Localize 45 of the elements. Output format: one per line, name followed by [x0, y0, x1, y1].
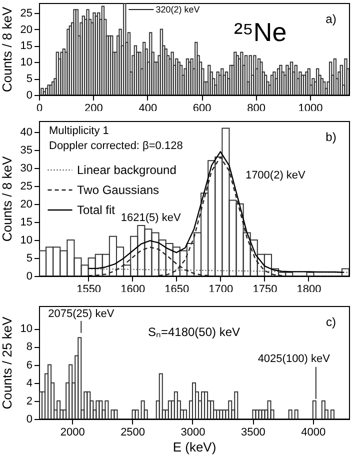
- y-tick-label: 40: [20, 126, 32, 138]
- annotation: c): [326, 315, 336, 329]
- y-tick-label: 35: [20, 144, 32, 156]
- legend-label: Two Gaussians: [77, 183, 160, 197]
- annotation: 1700(2) keV: [245, 170, 306, 182]
- annotation: Doppler corrected: β=0.128: [49, 140, 183, 152]
- y-tick-label: 5: [26, 252, 32, 264]
- annotation: Sₙ=4180(50) keV: [148, 325, 240, 339]
- legend-label: Linear background: [77, 163, 176, 177]
- y-tick-label: 5: [26, 73, 32, 86]
- y-tick-label: 30: [20, 162, 32, 174]
- legend-label: Total fit: [77, 203, 116, 217]
- x-tick-label: 3000: [180, 426, 206, 438]
- y-tick-label: 20: [20, 198, 32, 210]
- y-tick-label: 10: [20, 323, 32, 336]
- y-axis-title: Counts / 25 keV: [0, 316, 14, 410]
- x-tick-label: 4000: [301, 426, 326, 438]
- y-tick-label: 20: [20, 24, 32, 36]
- y-tick-label: 15: [20, 40, 32, 52]
- x-tick-label: 2000: [60, 426, 85, 438]
- annotation: 2075(25) keV: [48, 308, 115, 320]
- annotation: ²⁵Ne: [234, 17, 287, 47]
- annotation: Multiplicity 1: [49, 125, 109, 137]
- y-tick-label: 0: [26, 414, 32, 426]
- y-tick-label: 0: [26, 90, 32, 102]
- x-tick-label: 2500: [120, 426, 146, 438]
- y-axis-title: Counts / 8 keV: [0, 6, 14, 92]
- annotation: 320(2) keV: [156, 4, 200, 15]
- y-tick-label: 15: [20, 216, 32, 228]
- annotation: b): [326, 130, 336, 144]
- y-axis-title: Counts / 8 keV: [0, 156, 14, 242]
- annotation: a): [326, 12, 336, 26]
- y-tick-label: 0: [26, 270, 32, 282]
- annotation: 4025(100) keV: [258, 352, 331, 365]
- y-tick-label: 10: [20, 56, 32, 69]
- y-tick-label: 10: [20, 234, 32, 246]
- y-tick-label: 2: [26, 395, 32, 408]
- x-axis-title: E (keV): [172, 440, 216, 454]
- annotation: 1621(5) keV: [120, 212, 182, 224]
- y-tick-label: 25: [20, 7, 32, 20]
- y-tick-label: 4: [26, 377, 32, 390]
- y-tick-label: 6: [26, 359, 32, 372]
- y-tick-label: 8: [26, 341, 32, 354]
- x-tick-label: 3500: [240, 426, 266, 438]
- y-tick-label: 25: [20, 180, 32, 192]
